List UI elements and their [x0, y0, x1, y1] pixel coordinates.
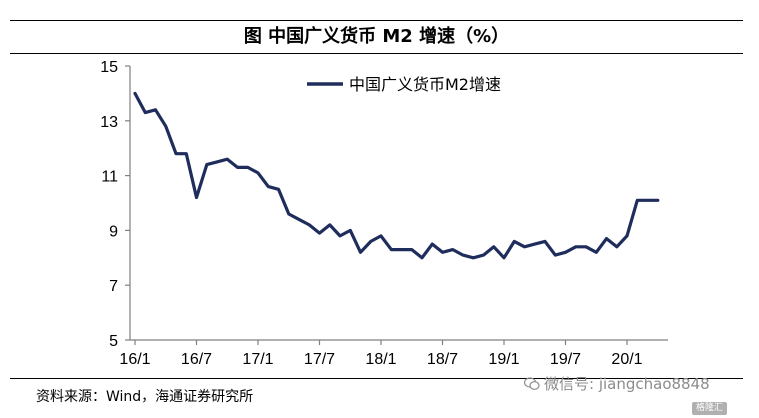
y-tick-label: 11: [101, 169, 118, 186]
watermark-text: 微信号: jiangchao8848: [544, 375, 710, 393]
x-tick-label: 19/7: [550, 351, 581, 368]
watermark: 微信号: jiangchao8848: [523, 373, 710, 394]
series-line-m2: [133, 91, 660, 260]
x-tick-label: 17/7: [304, 351, 335, 368]
y-tick-label: 13: [100, 114, 118, 131]
legend-label: 中国广义货币M2增速: [349, 75, 501, 94]
chart-axes: 5 7 9 11 13 15 16/1 16/7 17/1 17/7 18/1 18/7 19/1 19/…: [100, 59, 668, 368]
y-tick-label: 9: [109, 223, 118, 240]
chart-plot-area: [133, 91, 660, 260]
x-tick-label: 20/1: [611, 351, 642, 368]
x-tick-label: 18/1: [365, 351, 396, 368]
chart-title: 图 中国广义货币 M2 增速（%）: [243, 26, 510, 47]
y-tick-label: 5: [109, 333, 118, 350]
x-tick-label: 16/1: [119, 351, 150, 368]
x-tick-label: 18/7: [427, 351, 458, 368]
source-badge: 格隆汇: [692, 402, 728, 415]
y-tick-label: 15: [100, 59, 118, 76]
y-tick-label: 7: [109, 278, 118, 295]
x-tick-label: 16/7: [181, 351, 212, 368]
chart-legend: 中国广义货币M2增速: [307, 75, 501, 94]
wechat-icon: [523, 376, 540, 391]
source-divider: [10, 378, 743, 379]
x-tick-label: 17/1: [242, 351, 273, 368]
source-note: 资料来源：Wind，海通证券研究所: [36, 389, 254, 405]
x-tick-label: 19/1: [488, 351, 519, 368]
chart-title-bar: 图 中国广义货币 M2 增速（%）: [10, 20, 743, 54]
